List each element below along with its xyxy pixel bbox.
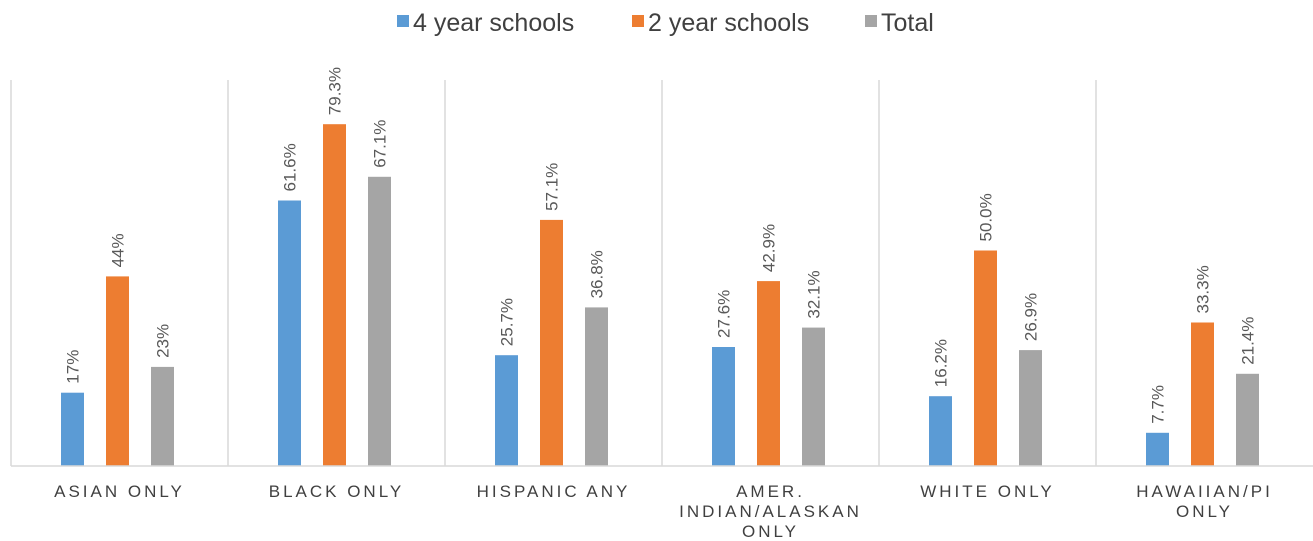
data-label-1-0: 44% <box>109 233 128 267</box>
bar-2-1 <box>368 176 391 467</box>
data-label-0-3: 27.6% <box>715 290 734 338</box>
category-separators <box>10 80 1097 466</box>
bar-1-0 <box>106 276 129 466</box>
data-label-0-1: 61.6% <box>281 143 300 191</box>
data-label-2-4: 26.9% <box>1022 293 1041 341</box>
legend: 4 year schools 2 year schools Total <box>397 9 934 37</box>
data-label-2-5: 21.4% <box>1239 317 1258 365</box>
data-label-1-2: 57.1% <box>543 163 562 211</box>
bar-2-4 <box>1019 350 1042 466</box>
bar-1-4 <box>974 250 997 466</box>
data-label-1-1: 79.3% <box>326 67 345 115</box>
category-label-3-1: INDIAN/ALASKAN <box>679 502 862 521</box>
legend-label-2: Total <box>881 9 934 37</box>
data-label-0-0: 17% <box>64 350 83 384</box>
category-label-5-1: ONLY <box>1176 502 1233 521</box>
data-label-0-2: 25.7% <box>498 298 517 346</box>
bar-0-4 <box>929 396 952 466</box>
category-label-2-0: HISPANIC ANY <box>477 482 631 501</box>
bar-0-1 <box>278 200 301 466</box>
legend-swatch-1 <box>632 15 644 27</box>
data-label-1-5: 33.3% <box>1194 265 1213 313</box>
bar-0-2 <box>495 355 518 466</box>
data-labels-layer: 17% 44% 23% 61.6% 79.3% 67.1% 25.7% 57.1% 36.8% 2… <box>64 67 1258 424</box>
bar-2-2 <box>585 307 608 466</box>
legend-label-1: 2 year schools <box>648 9 809 37</box>
bar-0-5 <box>1146 432 1169 466</box>
category-label-0-0: ASIAN ONLY <box>54 482 185 501</box>
data-label-1-3: 42.9% <box>760 224 779 272</box>
category-label-5-0: HAWAIIAN/PI <box>1136 482 1273 501</box>
legend-swatch-2 <box>865 15 877 27</box>
bar-0-3 <box>712 347 735 466</box>
category-labels-layer: ASIAN ONLY BLACK ONLY HISPANIC ANY AMER.IND… <box>54 482 1273 541</box>
category-label-1-0: BLACK ONLY <box>269 482 405 501</box>
bar-1-2 <box>540 219 563 466</box>
bar-1-3 <box>757 281 780 466</box>
category-label-3-2: ONLY <box>742 522 799 541</box>
category-label-4-0: WHITE ONLY <box>920 482 1055 501</box>
data-label-2-3: 32.1% <box>805 270 824 318</box>
data-label-0-4: 16.2% <box>932 339 951 387</box>
bar-2-3 <box>802 327 825 466</box>
data-label-2-1: 67.1% <box>371 120 390 168</box>
data-label-1-4: 50.0% <box>977 193 996 241</box>
bar-1-1 <box>323 124 346 466</box>
bar-0-0 <box>61 392 84 466</box>
bars-layer <box>61 124 1259 467</box>
data-label-2-0: 23% <box>154 324 173 358</box>
legend-swatch-0 <box>397 15 409 27</box>
data-label-0-5: 7.7% <box>1149 385 1168 424</box>
bar-2-0 <box>151 366 174 466</box>
category-label-3-0: AMER. <box>736 482 805 501</box>
data-label-2-2: 36.8% <box>588 250 607 298</box>
legend-label-0: 4 year schools <box>413 9 574 37</box>
bar-1-5 <box>1191 322 1214 466</box>
bar-2-5 <box>1236 373 1259 466</box>
